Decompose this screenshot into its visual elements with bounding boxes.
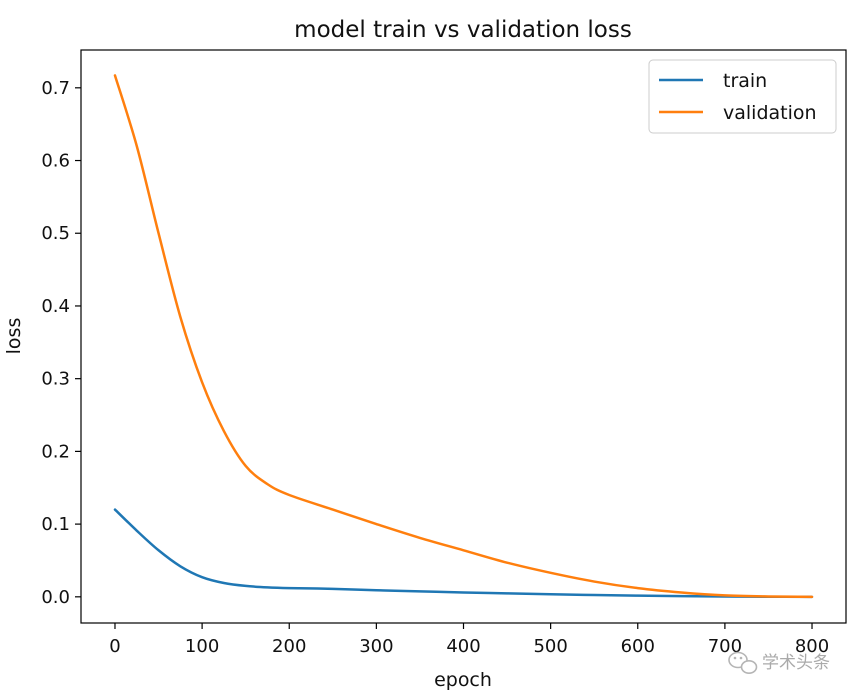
x-tick-label: 100 (185, 636, 219, 657)
wechat-icon (728, 651, 758, 674)
y-tick-label: 0.6 (41, 151, 70, 172)
y-axis: 0.0 0.1 0.2 0.3 0.4 0.5 0.6 0.7 (41, 78, 81, 608)
y-tick-label: 0.5 (41, 223, 70, 244)
x-tick-label: 600 (621, 636, 655, 657)
x-axis-label: epoch (434, 669, 492, 691)
x-tick-label: 500 (533, 636, 567, 657)
y-tick-label: 0.0 (41, 587, 70, 608)
x-tick-label: 400 (446, 636, 480, 657)
watermark-text: 学术头条 (762, 653, 830, 673)
x-tick-label: 0 (109, 636, 120, 657)
x-tick-label: 300 (359, 636, 393, 657)
y-tick-label: 0.2 (41, 441, 70, 462)
y-tick-label: 0.7 (41, 78, 70, 99)
x-tick-label: 800 (795, 636, 829, 657)
legend-frame (648, 59, 837, 134)
series-line-train (113, 508, 814, 599)
legend: train validation (648, 59, 837, 134)
y-tick-label: 0.3 (41, 369, 70, 390)
watermark: 学术头条 (728, 651, 830, 674)
x-tick-label: 700 (708, 636, 742, 657)
y-tick-label: 0.4 (41, 296, 70, 317)
x-axis: 0 100 200 300 400 500 600 700 800 (109, 623, 829, 657)
series-layer (113, 74, 814, 599)
series-line-validation (113, 74, 814, 599)
chart-title: model train vs validation loss (294, 17, 632, 43)
y-axis-label: loss (3, 318, 25, 355)
legend-label-train: train (723, 70, 767, 92)
x-tick-label: 200 (272, 636, 306, 657)
legend-label-validation: validation (723, 102, 817, 124)
y-tick-label: 0.1 (41, 514, 70, 535)
